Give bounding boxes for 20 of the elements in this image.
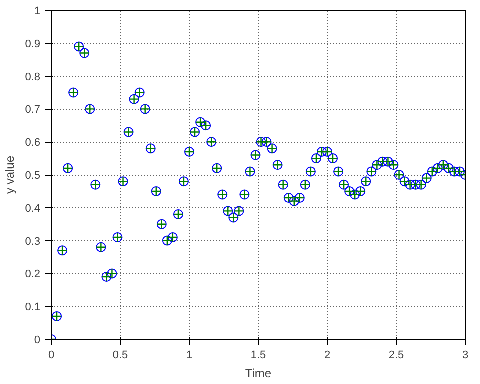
x-tick-label: 2 bbox=[324, 350, 331, 362]
y-tick-label: 0 bbox=[34, 334, 41, 346]
x-tick-label: 0.5 bbox=[112, 350, 128, 362]
y-tick-label: 0.1 bbox=[25, 302, 41, 314]
x-tick-label: 1 bbox=[186, 350, 193, 362]
x-tick-label: 2.5 bbox=[388, 350, 404, 362]
y-tick-label: 0.9 bbox=[25, 38, 41, 50]
y-tick-label: 0.4 bbox=[25, 202, 41, 215]
x-tick-label: 3 bbox=[462, 350, 469, 362]
y-tick-label: 0.2 bbox=[25, 268, 41, 281]
x-tick-label: 1.5 bbox=[250, 350, 266, 362]
y-tick-label: 1 bbox=[34, 6, 41, 18]
y-tick-label: 0.3 bbox=[25, 236, 41, 248]
y-tick-label: 0.6 bbox=[25, 137, 41, 150]
y-tick-label: 0.5 bbox=[25, 170, 41, 182]
x-axis-title: Time bbox=[245, 366, 272, 380]
y-tick-label: 0.7 bbox=[25, 104, 41, 116]
y-tick-label: 0.8 bbox=[25, 71, 41, 84]
y-axis-title: y value bbox=[3, 156, 18, 194]
x-tick-label: 0 bbox=[48, 350, 55, 362]
